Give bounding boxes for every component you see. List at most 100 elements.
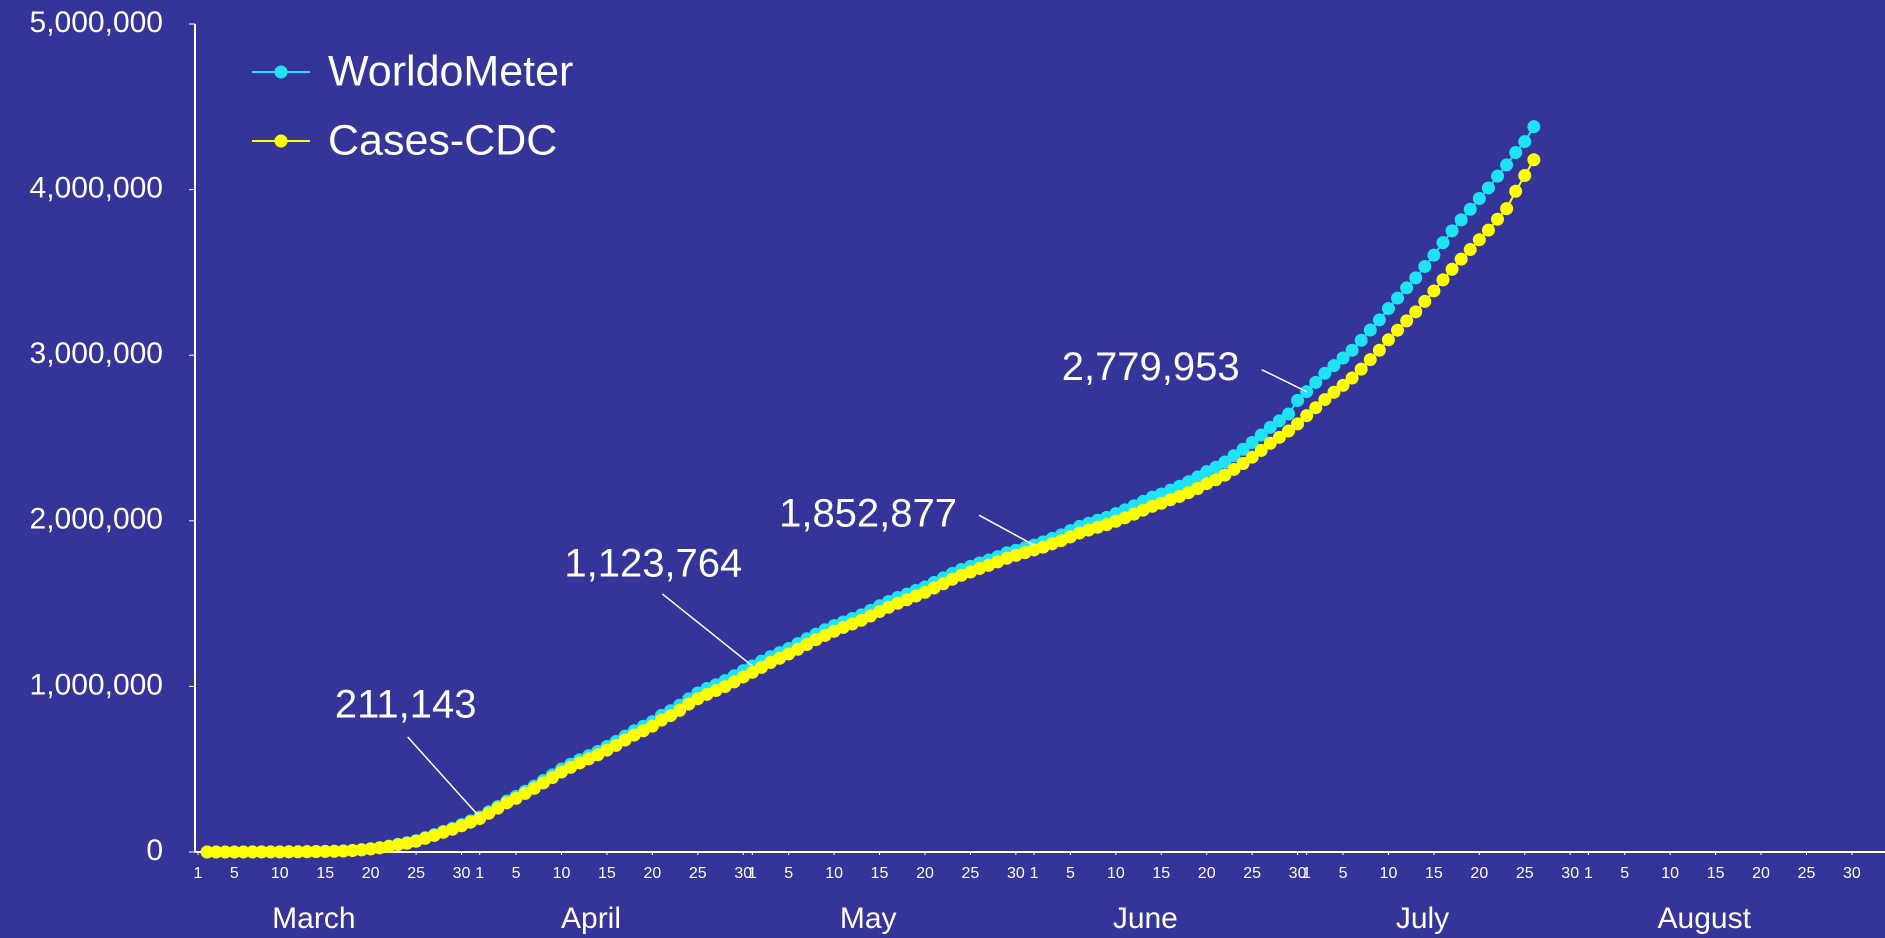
data-point <box>1472 192 1486 206</box>
data-point <box>1527 153 1541 167</box>
data-point <box>1354 362 1368 376</box>
data-point <box>209 845 223 859</box>
data-point <box>1481 181 1495 195</box>
x-tick-label: 15 <box>871 865 889 882</box>
data-point <box>218 845 232 859</box>
data-point <box>1400 314 1414 328</box>
data-point <box>1509 146 1523 160</box>
legend-marker <box>274 65 288 79</box>
annotation-leader <box>661 593 753 667</box>
data-point <box>200 845 214 859</box>
x-tick-label: 10 <box>553 865 571 882</box>
x-tick-label: 1 <box>748 865 757 882</box>
x-tick-label: 10 <box>1380 865 1398 882</box>
month-label: May <box>840 902 897 935</box>
y-tick-label: 4,000,000 <box>30 172 163 205</box>
annotation-leader <box>407 736 481 818</box>
data-point <box>1363 323 1377 337</box>
x-tick-label: 5 <box>1066 865 1075 882</box>
series <box>200 153 1541 859</box>
data-point <box>1327 359 1341 373</box>
month-label: August <box>1658 902 1752 935</box>
month-label: March <box>272 902 355 935</box>
x-tick-label: 5 <box>512 865 521 882</box>
annotation-label: 1,123,764 <box>564 541 742 585</box>
data-point <box>1236 457 1250 471</box>
x-tick-label: 20 <box>1198 865 1216 882</box>
x-tick-label: 5 <box>784 865 793 882</box>
data-point <box>1491 169 1505 183</box>
data-point <box>1336 351 1350 365</box>
data-point <box>1427 284 1441 298</box>
data-point <box>1518 135 1532 149</box>
annotation-leader <box>978 514 1035 546</box>
data-point <box>318 844 332 858</box>
x-tick-label: 20 <box>1752 865 1770 882</box>
x-tick-label: 30 <box>1289 865 1307 882</box>
data-point <box>1309 401 1323 415</box>
x-tick-label: 25 <box>1243 865 1261 882</box>
x-tick-label: 15 <box>1152 865 1170 882</box>
data-point <box>1454 213 1468 227</box>
x-tick-label: 15 <box>598 865 616 882</box>
data-point <box>1372 313 1386 327</box>
annotation-label: 2,779,953 <box>1062 345 1240 389</box>
data-point <box>1391 291 1405 305</box>
data-point <box>291 845 305 859</box>
data-point <box>1336 378 1350 392</box>
x-tick-label: 15 <box>1425 865 1443 882</box>
x-tick-label: 1 <box>475 865 484 882</box>
data-point <box>1372 343 1386 357</box>
x-tick-label: 30 <box>1561 865 1579 882</box>
data-point <box>1318 393 1332 407</box>
x-tick-label: 1 <box>1302 865 1311 882</box>
data-point <box>673 703 687 717</box>
x-tick-label: 30 <box>453 865 471 882</box>
x-tick-label: 25 <box>962 865 980 882</box>
month-label: June <box>1113 902 1178 935</box>
data-point <box>1381 333 1395 347</box>
data-point <box>1345 371 1359 385</box>
data-point <box>273 845 287 859</box>
data-point <box>1500 202 1514 216</box>
data-point <box>236 845 250 859</box>
data-point <box>1236 442 1250 456</box>
x-tick-label: 25 <box>1516 865 1534 882</box>
x-tick-label: 20 <box>362 865 380 882</box>
month-label: April <box>561 902 621 935</box>
x-tick-label: 25 <box>407 865 425 882</box>
data-point <box>227 845 241 859</box>
data-point <box>300 845 314 859</box>
data-point <box>1291 393 1305 407</box>
data-point <box>1354 333 1368 347</box>
x-tick-label: 30 <box>734 865 752 882</box>
data-point <box>1463 202 1477 216</box>
data-point <box>1327 385 1341 399</box>
x-tick-label: 15 <box>316 865 334 882</box>
x-tick-label: 30 <box>1843 865 1861 882</box>
y-tick-label: 0 <box>146 834 163 867</box>
data-point <box>1254 428 1268 442</box>
data-point <box>1491 212 1505 226</box>
x-tick-label: 30 <box>1007 865 1025 882</box>
data-point <box>1454 252 1468 266</box>
x-tick-label: 5 <box>1620 865 1629 882</box>
data-point <box>282 845 296 859</box>
y-tick-label: 5,000,000 <box>30 6 163 39</box>
data-point <box>1509 184 1523 198</box>
data-point <box>246 845 260 859</box>
x-tick-label: 20 <box>1470 865 1488 882</box>
x-tick-label: 20 <box>643 865 661 882</box>
annotation-label: 1,852,877 <box>779 492 957 536</box>
data-point <box>1481 223 1495 237</box>
y-tick-label: 2,000,000 <box>30 503 163 536</box>
data-point <box>1472 233 1486 247</box>
x-tick-label: 10 <box>1661 865 1679 882</box>
data-point <box>1381 302 1395 316</box>
data-point <box>327 844 341 858</box>
x-tick-label: 10 <box>825 865 843 882</box>
x-tick-label: 10 <box>271 865 289 882</box>
legend-label: WorldoMeter <box>328 47 573 95</box>
data-point <box>1281 407 1295 421</box>
